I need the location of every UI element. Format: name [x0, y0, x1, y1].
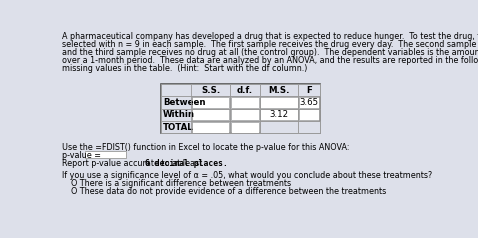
Bar	[260, 84, 298, 96]
Bar	[260, 109, 298, 121]
Text: If you use a significance level of α = .05, what would you conclude about these : If you use a significance level of α = .…	[62, 171, 432, 180]
Text: missing values in the table.  (Hint:  Start with the df column.): missing values in the table. (Hint: Star…	[62, 64, 307, 73]
Bar	[192, 121, 230, 133]
Text: 3.12: 3.12	[270, 110, 289, 119]
Text: O There is a significant difference between treatments: O There is a significant difference betw…	[71, 179, 291, 188]
Bar	[192, 122, 229, 133]
Bar	[230, 84, 260, 96]
Text: Use the =FDIST() function in Excel to locate the p-value for this ANOVA:: Use the =FDIST() function in Excel to lo…	[62, 143, 349, 152]
Text: 3.65: 3.65	[300, 98, 319, 107]
Bar	[231, 109, 259, 120]
Text: Within: Within	[163, 110, 195, 119]
Bar	[298, 96, 320, 109]
Bar	[161, 96, 192, 109]
Bar	[299, 109, 319, 120]
Text: S.S.: S.S.	[201, 86, 220, 95]
Bar	[161, 121, 192, 133]
Bar	[86, 151, 126, 158]
Text: over a 1-month period.  These data are analyzed by an ANOVA, and the results are: over a 1-month period. These data are an…	[62, 56, 478, 65]
Bar	[298, 109, 320, 121]
Bar	[298, 121, 320, 133]
Bar	[231, 122, 259, 133]
Bar	[299, 97, 319, 108]
Bar	[192, 109, 230, 121]
Text: selected with n = 9 in each sample.  The first sample receives the drug every da: selected with n = 9 in each sample. The …	[62, 40, 478, 49]
Text: d.f.: d.f.	[237, 86, 253, 95]
Text: and the third sample receives no drug at all (the control group).  The dependent: and the third sample receives no drug at…	[62, 48, 478, 57]
Bar	[161, 84, 192, 96]
Bar	[192, 97, 229, 108]
Bar	[260, 96, 298, 109]
Text: 6 decimal places.: 6 decimal places.	[145, 159, 228, 169]
Text: F: F	[306, 86, 312, 95]
Bar	[192, 109, 229, 120]
Bar	[260, 121, 298, 133]
Text: p-value =: p-value =	[62, 151, 104, 160]
Bar	[261, 97, 298, 108]
Text: TOTAL: TOTAL	[163, 123, 194, 132]
Bar	[230, 121, 260, 133]
Bar	[230, 109, 260, 121]
Bar	[298, 84, 320, 96]
Text: O These data do not provide evidence of a difference between the treatments: O These data do not provide evidence of …	[71, 187, 386, 196]
Bar	[261, 109, 298, 120]
Bar	[161, 109, 192, 121]
Text: Between: Between	[163, 98, 206, 107]
Bar	[192, 96, 230, 109]
Bar	[192, 84, 230, 96]
Text: Report p-value accurate to at least: Report p-value accurate to at least	[62, 159, 205, 169]
Text: M.S.: M.S.	[268, 86, 290, 95]
Bar	[161, 84, 320, 133]
Text: A pharmaceutical company has developed a drug that is expected to reduce hunger.: A pharmaceutical company has developed a…	[62, 32, 478, 41]
Bar	[230, 96, 260, 109]
Bar	[231, 97, 259, 108]
